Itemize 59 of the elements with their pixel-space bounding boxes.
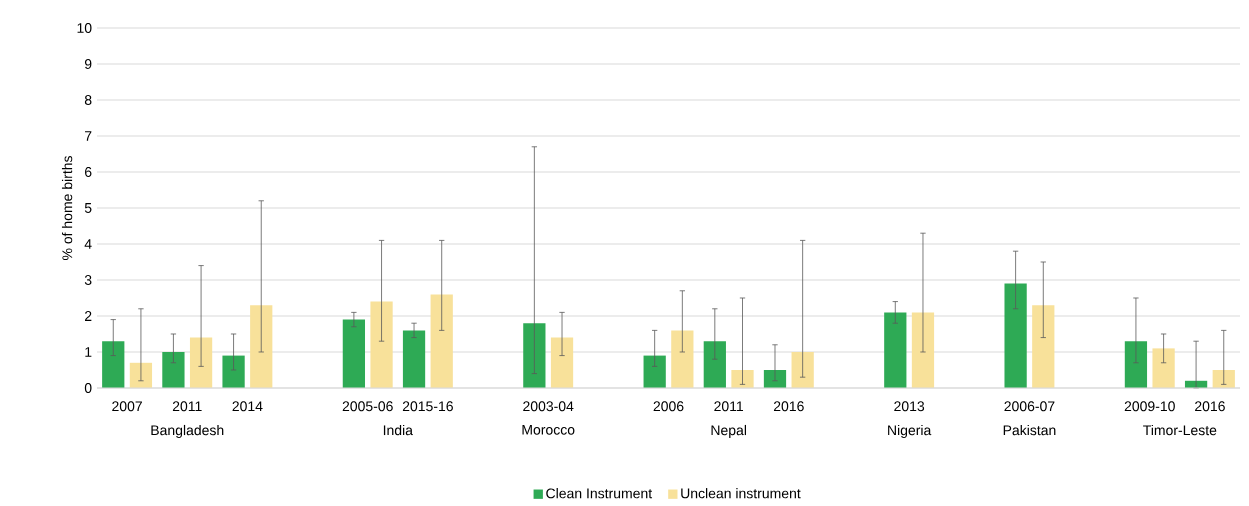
bar — [189, 337, 213, 388]
bar — [1004, 283, 1027, 388]
y-axis-title: % of home births — [61, 156, 73, 261]
bar — [250, 305, 273, 388]
x-tick-label: 2014 — [232, 401, 263, 412]
bar — [129, 362, 153, 388]
bar — [884, 312, 907, 388]
text: India — [383, 424, 413, 436]
bar — [643, 355, 666, 388]
text: Bangladesh — [151, 424, 224, 438]
bar — [703, 341, 726, 388]
x-tick-label: 2005-06 — [342, 401, 393, 412]
bar — [1032, 305, 1055, 388]
bar — [430, 294, 453, 388]
bar — [911, 312, 935, 388]
text: Pakistan — [1003, 424, 1056, 436]
x-tick-label: 2013 — [894, 401, 925, 412]
legend-label: Clean Instrument — [546, 488, 653, 499]
text: Nigeria — [888, 424, 932, 438]
bar — [102, 341, 125, 388]
y-tick-label: 8 — [84, 95, 92, 105]
bar — [222, 355, 245, 388]
y-tick-label: 6 — [85, 167, 92, 177]
x-tick-label: 2006 — [653, 401, 684, 412]
y-tick-label: 4 — [84, 239, 92, 249]
bar — [1152, 348, 1175, 388]
bar — [763, 369, 787, 388]
y-tick-label: 10 — [77, 23, 92, 33]
x-tick-label: 2011 — [714, 401, 744, 412]
y-tick-label: 0 — [84, 383, 92, 393]
y-tick-label: 3 — [84, 275, 92, 285]
x-tick-label: 2007 — [112, 401, 142, 412]
text: Morocco — [522, 424, 575, 435]
bar — [342, 319, 366, 388]
y-tick-label: 5 — [84, 203, 92, 213]
x-tick-label: 2016 — [1195, 401, 1225, 412]
x-tick-label: 2006-07 — [1004, 401, 1055, 412]
y-tick-label: 7 — [85, 131, 92, 141]
bar — [162, 351, 185, 388]
bar — [1124, 341, 1148, 388]
bar — [671, 330, 694, 388]
bar — [402, 330, 426, 388]
bar — [731, 369, 754, 388]
text: Timor-Leste — [1143, 424, 1217, 436]
x-tick-label: 2003-04 — [523, 401, 574, 412]
bar — [523, 323, 546, 388]
x-tick-label: 2011 — [172, 401, 202, 412]
y-tick-label: 9 — [84, 59, 92, 69]
y-tick-label: 2 — [85, 311, 92, 321]
bar — [1212, 369, 1235, 388]
text: Nepal — [711, 424, 747, 438]
x-tick-label: 2015-16 — [402, 401, 453, 412]
y-tick-label: 1 — [85, 347, 92, 357]
bar — [550, 337, 574, 388]
bar — [791, 351, 814, 388]
bar — [370, 301, 393, 388]
x-tick-label: 2016 — [773, 401, 804, 412]
legend-label: Unclean instrument — [681, 488, 801, 499]
x-tick-label: 2009-10 — [1124, 401, 1175, 412]
